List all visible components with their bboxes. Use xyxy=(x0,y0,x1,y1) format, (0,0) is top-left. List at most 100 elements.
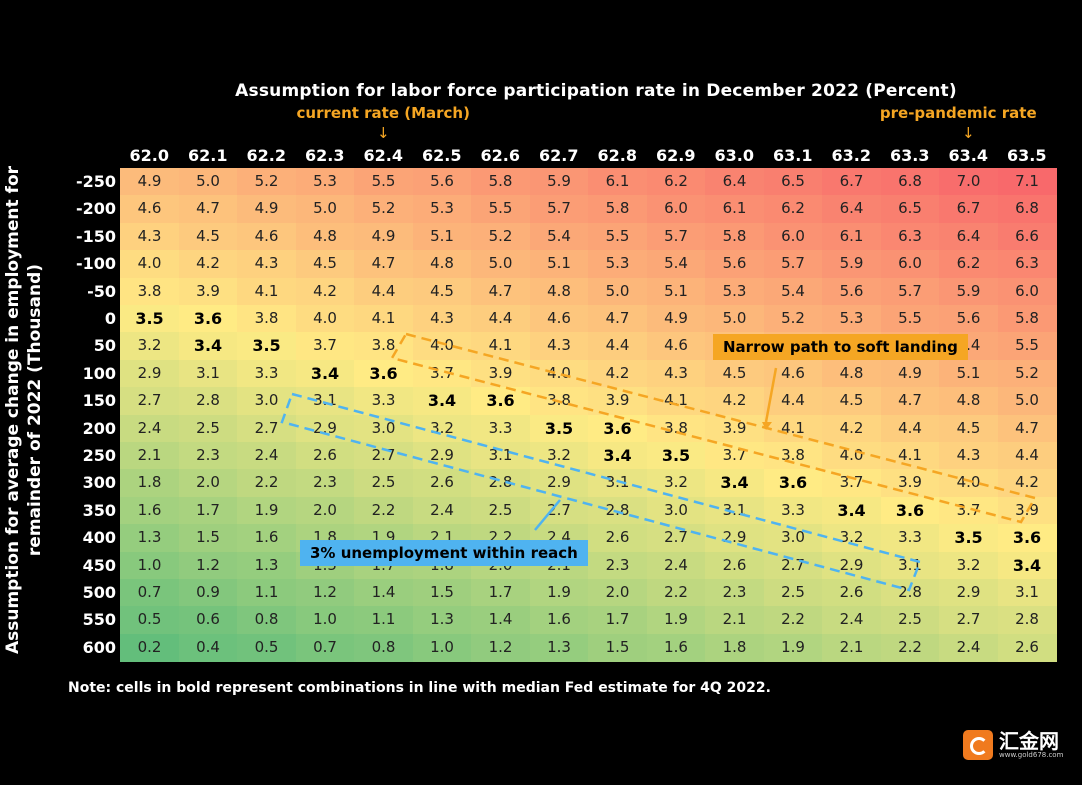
heatmap-cell: 4.3 xyxy=(237,250,296,279)
heatmap-cell: 2.7 xyxy=(939,606,998,635)
heatmap-cell: 2.5 xyxy=(354,469,413,498)
heatmap-cell: 4.9 xyxy=(646,305,706,333)
heatmap-cell: 4.3 xyxy=(412,305,472,333)
heatmap-cell: 4.8 xyxy=(295,222,355,251)
heatmap-cell: 3.2 xyxy=(646,469,706,498)
heatmap-cell: 5.6 xyxy=(412,168,472,196)
heatmap-cell: 6.0 xyxy=(646,195,706,224)
heatmap-cell: 2.1 xyxy=(822,633,881,662)
heatmap-cell: 2.0 xyxy=(295,496,355,525)
heatmap-cell: 3.4 xyxy=(178,332,238,361)
row-header: 100 xyxy=(82,363,116,383)
heatmap-cell: 2.9 xyxy=(529,469,589,498)
logo-name: 汇金网 xyxy=(999,729,1059,753)
heatmap-cell: 3.1 xyxy=(705,496,764,525)
heatmap-cell: 6.5 xyxy=(763,168,823,196)
heatmap-cell: 4.1 xyxy=(646,387,706,416)
heatmap-cell: 4.3 xyxy=(529,332,589,361)
column-header: 62.4 xyxy=(363,146,403,165)
heatmap-cell: 5.3 xyxy=(295,168,355,196)
heatmap-cell: 2.9 xyxy=(705,524,764,553)
heatmap-cell: 3.8 xyxy=(763,442,823,470)
heatmap-cell: 3.0 xyxy=(354,414,413,443)
row-header: -200 xyxy=(75,199,116,219)
chart-note: Note: cells in bold represent combinatio… xyxy=(68,680,771,696)
heatmap-cell: 6.2 xyxy=(939,250,998,279)
heatmap-cell: 6.3 xyxy=(880,222,940,251)
heatmap-cell: 3.6 xyxy=(178,305,238,333)
heatmap-cell: 2.9 xyxy=(295,414,355,443)
heatmap-cell: 1.0 xyxy=(295,606,355,635)
column-header: 62.0 xyxy=(129,146,169,165)
column-header: 62.5 xyxy=(422,146,462,165)
heatmap-cell: 5.1 xyxy=(646,277,706,306)
current-rate-arrow-icon: ↓ xyxy=(376,124,390,142)
column-header: 62.7 xyxy=(539,146,579,165)
heatmap-cell: 4.1 xyxy=(354,305,413,333)
heatmap-cell: 5.0 xyxy=(178,168,238,196)
heatmap-cell: 5.9 xyxy=(939,277,998,306)
heatmap-cell: 2.9 xyxy=(412,442,472,470)
heatmap-cell: 4.5 xyxy=(295,250,355,279)
heatmap-cell: 5.1 xyxy=(939,359,998,388)
heatmap-cell: 2.7 xyxy=(529,496,589,525)
heatmap-cell: 5.8 xyxy=(997,305,1057,333)
heatmap-cell: 2.8 xyxy=(471,469,530,498)
heatmap-cell: 1.9 xyxy=(763,633,823,662)
heatmap-cell: 4.7 xyxy=(588,305,647,333)
heatmap-cell: 5.8 xyxy=(705,222,764,251)
heatmap-cell: 6.7 xyxy=(939,195,998,224)
column-header: 63.4 xyxy=(948,146,988,165)
heatmap-cell: 5.0 xyxy=(471,250,530,279)
column-header: 63.3 xyxy=(890,146,930,165)
heatmap-cell: 0.7 xyxy=(295,633,355,662)
heatmap-cell: 5.9 xyxy=(822,250,881,279)
heatmap-cell: 3.7 xyxy=(412,359,472,388)
heatmap-cell: 1.7 xyxy=(588,606,647,635)
column-header: 62.8 xyxy=(597,146,637,165)
heatmap-cell: 6.2 xyxy=(646,168,706,196)
heatmap-cell: 3.5 xyxy=(120,305,179,333)
heatmap-cell: 2.5 xyxy=(471,496,530,525)
y-axis-label: Assumption for average change in employm… xyxy=(3,165,45,655)
heatmap-cell: 4.7 xyxy=(997,414,1057,443)
row-header: 550 xyxy=(82,610,116,630)
column-header: 63.0 xyxy=(714,146,754,165)
heatmap-cell: 2.9 xyxy=(939,579,998,607)
row-header: 0 xyxy=(104,309,116,328)
chart-title: Assumption for labor force participation… xyxy=(235,81,957,101)
heatmap-cell: 5.3 xyxy=(412,195,472,224)
heatmap-cell: 7.1 xyxy=(997,168,1057,196)
heatmap-cell: 2.7 xyxy=(120,387,179,416)
heatmap-cell: 3.9 xyxy=(471,359,530,388)
heatmap-cell: 2.1 xyxy=(120,442,179,470)
heatmap-cell: 0.4 xyxy=(178,633,238,662)
heatmap-cell: 4.4 xyxy=(471,305,530,333)
heatmap-cell: 5.0 xyxy=(295,195,355,224)
heatmap-cell: 6.1 xyxy=(822,222,881,251)
row-header: -100 xyxy=(75,254,116,274)
heatmap-cell: 3.1 xyxy=(588,469,647,498)
column-header: 63.1 xyxy=(773,146,813,165)
heatmap-cell: 3.5 xyxy=(237,332,296,361)
heatmap-cell: 4.1 xyxy=(471,332,530,361)
heatmap-cell: 1.9 xyxy=(529,579,589,607)
heatmap-cell: 1.4 xyxy=(354,579,413,607)
heatmap-cell: 5.1 xyxy=(412,222,472,251)
heatmap-cell: 2.5 xyxy=(178,414,238,443)
row-header: 450 xyxy=(82,555,116,575)
heatmap-cell: 1.3 xyxy=(412,606,472,635)
heatmap-cell: 3.5 xyxy=(646,442,706,470)
heatmap-cell: 2.7 xyxy=(354,442,413,470)
heatmap-cell: 4.7 xyxy=(178,195,238,224)
heatmap-cell: 5.3 xyxy=(588,250,647,279)
heatmap-cell: 1.3 xyxy=(237,551,296,580)
heatmap-cell: 2.2 xyxy=(763,606,823,635)
heatmap-cell: 3.4 xyxy=(997,551,1057,580)
heatmap-cell: 6.8 xyxy=(997,195,1057,224)
heatmap-cell: 5.2 xyxy=(354,195,413,224)
heatmap-cell: 6.0 xyxy=(997,277,1057,306)
heatmap-cell: 0.9 xyxy=(178,579,238,607)
heatmap-cell: 4.2 xyxy=(822,414,881,443)
heatmap-cell: 3.3 xyxy=(880,524,940,553)
